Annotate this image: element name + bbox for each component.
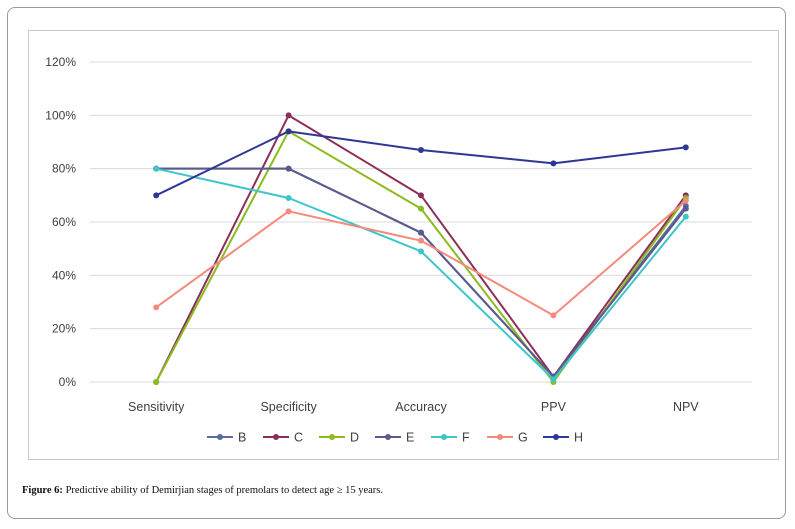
legend-swatch-marker: [497, 434, 503, 440]
y-tick-label: 20%: [52, 322, 76, 336]
data-point: [153, 165, 160, 172]
data-point: [153, 379, 160, 385]
chart-area: 0% 20% 40% 60% 80% 100% 120% Sensitivity Specif…: [28, 30, 779, 460]
series-D: [153, 128, 689, 385]
y-tick-label: 40%: [52, 268, 76, 282]
data-point: [285, 195, 292, 201]
legend-swatch-marker: [553, 434, 559, 440]
legend-label: C: [294, 431, 303, 445]
figure-frame: 0% 20% 40% 60% 80% 100% 120% Sensitivity Specif…: [7, 7, 786, 519]
data-point: [682, 205, 689, 212]
line-chart: 0% 20% 40% 60% 80% 100% 120% Sensitivity Specif…: [45, 55, 752, 445]
x-tick-label: NPV: [673, 400, 699, 414]
legend-swatch-marker: [329, 434, 335, 440]
data-point: [418, 147, 424, 153]
series-F: [153, 165, 689, 383]
legend-label: E: [406, 431, 414, 445]
data-point: [153, 304, 160, 311]
legend-label: B: [238, 431, 246, 445]
data-point: [682, 197, 689, 204]
series-line: [155, 167, 687, 381]
y-tick-label: 100%: [45, 108, 76, 122]
legend-swatch-marker: [385, 434, 391, 440]
data-point: [550, 312, 557, 319]
figure-caption-label: Figure 6:: [22, 485, 63, 496]
x-tick-label: Accuracy: [395, 400, 447, 414]
series-line: [155, 199, 687, 317]
data-point: [285, 112, 292, 119]
legend-label: D: [350, 431, 359, 445]
legend-entry: B: [207, 431, 246, 445]
y-tick-label: 120%: [45, 55, 76, 69]
legend-label: F: [462, 431, 470, 445]
legend-label: G: [518, 431, 528, 445]
legend-swatch-marker: [441, 434, 447, 440]
x-tick-label: Sensitivity: [128, 400, 185, 414]
data-point: [285, 165, 292, 172]
data-point: [418, 248, 424, 255]
data-point: [153, 192, 160, 199]
data-point: [285, 208, 292, 215]
legend-label: H: [574, 431, 583, 445]
series-line: [156, 167, 687, 378]
y-tick-label: 80%: [52, 162, 76, 176]
data-point: [550, 376, 557, 383]
y-tick-label: 0%: [59, 375, 77, 389]
data-point: [418, 192, 424, 199]
legend-entry: F: [431, 431, 470, 445]
data-point: [682, 144, 689, 151]
gridlines: [90, 61, 752, 383]
data-point: [418, 205, 424, 212]
figure-caption-text: Predictive ability of Demirjian stages o…: [62, 485, 384, 496]
legend-entry: E: [375, 431, 414, 445]
series-H: [153, 128, 689, 199]
data-point: [418, 237, 424, 244]
data-point: [418, 229, 424, 236]
x-axis-ticks: Sensitivity Specificity Accuracy PPV NPV: [128, 400, 699, 414]
series-lines: [153, 112, 689, 385]
y-tick-label: 60%: [52, 215, 76, 229]
data-point: [285, 128, 292, 135]
figure-caption: Figure 6: Predictive ability of Demirjia…: [22, 485, 383, 496]
legend-swatch-marker: [217, 434, 223, 440]
legend-entry: D: [319, 431, 359, 445]
y-axis-ticks: 0% 20% 40% 60% 80% 100% 120%: [45, 55, 76, 389]
data-point: [550, 160, 557, 167]
legend-entry: H: [543, 431, 583, 445]
x-tick-label: Specificity: [260, 400, 317, 414]
series-G: [153, 197, 689, 319]
legend-entry: G: [487, 431, 528, 445]
series-line: [156, 167, 687, 378]
legend-swatch-marker: [273, 434, 279, 440]
data-point: [682, 213, 689, 220]
legend: B C D E F G H: [207, 431, 583, 445]
x-tick-label: PPV: [541, 400, 567, 414]
legend-entry: C: [263, 431, 303, 445]
